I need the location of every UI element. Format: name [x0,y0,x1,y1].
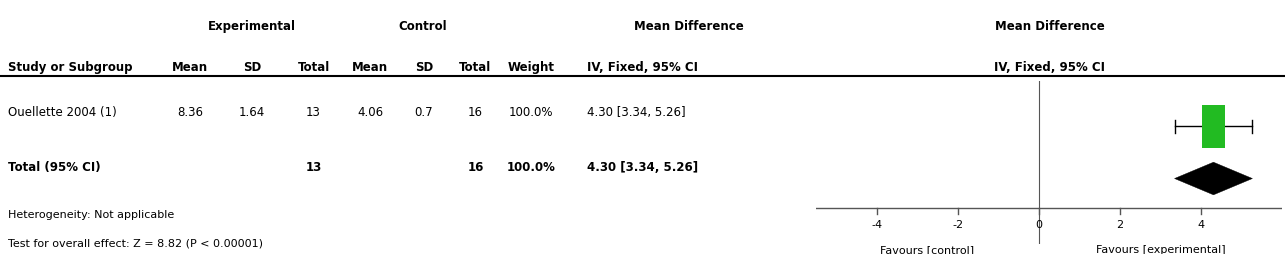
Text: Experimental: Experimental [208,20,296,33]
Text: Mean Difference: Mean Difference [634,20,744,33]
Text: Total: Total [459,61,492,74]
Text: 0.7: 0.7 [415,105,433,118]
Polygon shape [1174,163,1253,195]
Text: 1.64: 1.64 [239,105,265,118]
Text: Ouellette 2004 (1): Ouellette 2004 (1) [8,105,117,118]
Text: IV, Fixed, 95% CI: IV, Fixed, 95% CI [587,61,698,74]
Text: 0: 0 [1036,219,1042,229]
Text: Heterogeneity: Not applicable: Heterogeneity: Not applicable [8,210,173,220]
Text: Favours [control]: Favours [control] [880,244,974,254]
Text: Total: Total [297,61,330,74]
Text: 100.0%: 100.0% [506,160,555,173]
Text: 4: 4 [1198,219,1205,229]
Text: 4.06: 4.06 [357,105,383,118]
Text: 16: 16 [468,105,483,118]
Text: Mean: Mean [172,61,208,74]
Text: -2: -2 [952,219,964,229]
Text: 4.30 [3.34, 5.26]: 4.30 [3.34, 5.26] [587,160,698,173]
Text: 4.30 [3.34, 5.26]: 4.30 [3.34, 5.26] [587,105,686,118]
Text: Mean: Mean [352,61,388,74]
Text: Favours [experimental]: Favours [experimental] [1096,244,1226,254]
Text: 8.36: 8.36 [177,105,203,118]
Text: Weight: Weight [508,61,554,74]
Text: 100.0%: 100.0% [509,105,553,118]
Text: 2: 2 [1117,219,1124,229]
Text: IV, Fixed, 95% CI: IV, Fixed, 95% CI [995,61,1105,74]
Text: 16: 16 [468,160,483,173]
Text: -4: -4 [871,219,883,229]
Text: Total (95% CI): Total (95% CI) [8,160,100,173]
Text: 13: 13 [306,105,321,118]
Text: Test for overall effect: Z = 8.82 (P < 0.00001): Test for overall effect: Z = 8.82 (P < 0… [8,237,262,248]
Text: SD: SD [243,61,261,74]
Text: Study or Subgroup: Study or Subgroup [8,61,132,74]
Bar [1203,106,1225,148]
Text: 13: 13 [306,160,321,173]
Text: Control: Control [398,20,447,33]
Text: SD: SD [415,61,433,74]
Text: Mean Difference: Mean Difference [995,20,1105,33]
